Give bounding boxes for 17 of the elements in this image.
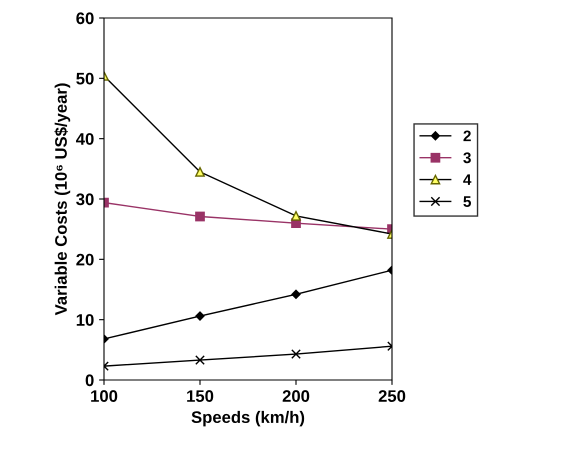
- y-tick-label: 50: [76, 72, 94, 85]
- y-tick-label: 40: [76, 133, 94, 145]
- x-tick-label: 100: [91, 390, 118, 402]
- y-tick-label: 10: [76, 314, 94, 326]
- x-axis-title: Speeds (km/h): [192, 410, 304, 426]
- y-axis-title: Variable Costs (10⁶ US$/year): [54, 83, 70, 316]
- y-tick-label: 0: [86, 374, 94, 386]
- y-tick-label: 30: [76, 193, 94, 206]
- x-tick-label: 150: [187, 390, 214, 402]
- legend-label: 3: [463, 152, 471, 164]
- y-tick-label: 20: [76, 254, 94, 266]
- x-tick-label: 200: [282, 390, 310, 402]
- legend-label: 4: [463, 174, 472, 185]
- y-tick-label: 60: [76, 12, 94, 24]
- legend-label: 5: [463, 196, 471, 207]
- legend-label: 2: [463, 130, 471, 142]
- x-tick-label: 250: [378, 390, 406, 402]
